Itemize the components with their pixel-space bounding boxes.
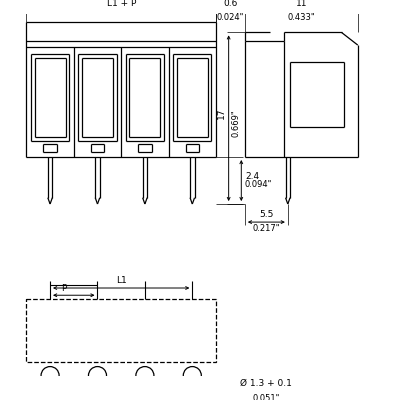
Text: L1: L1 bbox=[116, 276, 126, 285]
Bar bbox=[26, 299, 216, 362]
Text: 0.217": 0.217" bbox=[253, 224, 280, 233]
Text: 0.094": 0.094" bbox=[245, 180, 272, 189]
Text: 17: 17 bbox=[217, 108, 226, 120]
Text: 5.5: 5.5 bbox=[259, 210, 274, 219]
Text: P: P bbox=[62, 284, 67, 292]
Text: 0.6: 0.6 bbox=[223, 0, 238, 8]
Text: 0.433": 0.433" bbox=[288, 12, 315, 22]
Text: 2.4: 2.4 bbox=[245, 172, 259, 182]
Text: 0.051": 0.051" bbox=[253, 394, 280, 400]
Text: 11: 11 bbox=[295, 0, 307, 8]
Text: L1 + P: L1 + P bbox=[107, 0, 136, 8]
Text: 0.024": 0.024" bbox=[217, 12, 244, 22]
Text: Ø 1.3 + 0.1: Ø 1.3 + 0.1 bbox=[241, 379, 292, 388]
Text: 0.669": 0.669" bbox=[231, 109, 241, 136]
